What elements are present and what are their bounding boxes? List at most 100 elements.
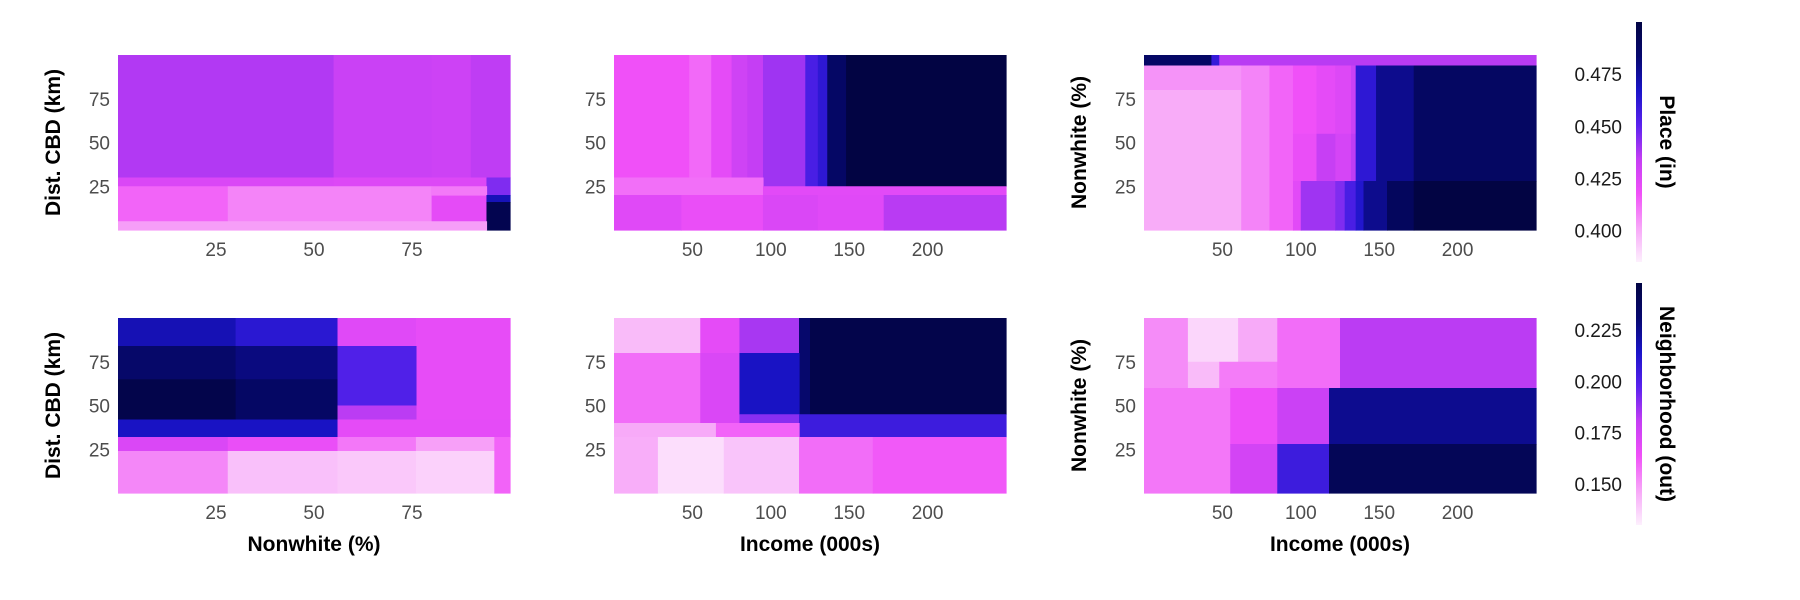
x-tick-label: 100 xyxy=(755,503,787,524)
heatmap-cell xyxy=(415,318,511,421)
x-tick-label: 75 xyxy=(401,240,422,261)
heatmap-cell xyxy=(1144,388,1231,494)
x-tick-label: 50 xyxy=(682,503,703,524)
heatmap-cell xyxy=(486,202,511,231)
heatmap-cell xyxy=(614,55,690,179)
heatmap-cell xyxy=(235,346,339,380)
heatmap-cell xyxy=(337,346,417,407)
heatmap-cell xyxy=(1187,361,1220,389)
heatmap-cell xyxy=(337,419,511,438)
heatmap-cell xyxy=(470,55,511,179)
heatmap-cell xyxy=(883,195,1007,231)
x-tick-label: 50 xyxy=(1212,503,1233,524)
heatmap-cell xyxy=(1376,65,1415,182)
heatmap-cell xyxy=(739,414,800,424)
heatmap-cell xyxy=(681,195,764,231)
x-tick-label: 50 xyxy=(303,503,324,524)
heatmap-cell xyxy=(1144,90,1242,231)
y-tick-label: 75 xyxy=(1115,90,1136,111)
legend-colorbar xyxy=(1636,22,1642,262)
y-tick-label: 25 xyxy=(1115,440,1136,461)
heatmap-panel-2: 50 100 150 200 25 50 75 xyxy=(585,55,1007,261)
legend-neighborhood: 0.150 0.175 0.200 0.225 Neighborhood (out) xyxy=(1574,283,1678,525)
heatmap-cell xyxy=(817,195,885,231)
y-tick-label: 25 xyxy=(585,177,606,198)
y-tick-label: 50 xyxy=(1115,134,1136,155)
heatmap-cell xyxy=(1363,181,1388,231)
y-tick-label: 50 xyxy=(585,397,606,418)
y-tick-label: 75 xyxy=(89,90,110,111)
y-tick-label: 50 xyxy=(585,134,606,155)
heatmap-cell xyxy=(431,186,488,196)
heatmap-cell xyxy=(486,177,511,196)
x-tick-label: 150 xyxy=(1363,240,1395,261)
heatmap-cell xyxy=(1413,65,1537,182)
x-axis-title: Nonwhite (%) xyxy=(248,533,381,556)
heatmap-cell xyxy=(1277,444,1330,494)
heatmap-cell xyxy=(337,437,417,452)
legend-place: 0.400 0.425 0.450 0.475 Place (in) xyxy=(1574,22,1678,262)
heatmap-cell xyxy=(799,437,874,494)
y-tick-label: 25 xyxy=(585,440,606,461)
heatmap-cell xyxy=(431,55,472,179)
heatmap-panel-4: 25 50 75 25 50 75 Dist. CBD (km) Nonwhite (%) xyxy=(42,318,511,556)
y-tick-label: 75 xyxy=(585,90,606,111)
heatmap-cell xyxy=(827,55,847,187)
legend-tick-label: 0.400 xyxy=(1574,222,1622,243)
heatmap-cell xyxy=(1144,318,1189,389)
heatmap-cell xyxy=(1292,65,1318,135)
heatmap-cell xyxy=(700,353,741,424)
heatmap-cell xyxy=(689,55,712,179)
legend-tick-label: 0.200 xyxy=(1574,372,1622,393)
legend-tick-label: 0.475 xyxy=(1574,65,1622,86)
heatmap-cell xyxy=(762,55,806,187)
heatmap-cell xyxy=(715,423,800,438)
x-tick-label: 100 xyxy=(755,240,787,261)
heatmap-cell xyxy=(1387,181,1415,231)
x-tick-label: 25 xyxy=(205,240,226,261)
y-axis-title: Nonwhite (%) xyxy=(1068,76,1091,209)
heatmap-cell xyxy=(337,318,417,347)
heatmap-cell xyxy=(415,437,495,452)
heatmap-cell xyxy=(805,55,819,187)
legend-title: Neighborhood (out) xyxy=(1655,306,1678,502)
heatmap-cell xyxy=(333,177,488,187)
x-tick-label: 50 xyxy=(1212,240,1233,261)
legend-tick-label: 0.425 xyxy=(1574,170,1622,191)
heatmap-cell xyxy=(1335,181,1346,231)
heatmap-cell xyxy=(799,414,1007,438)
heatmap-cell xyxy=(762,195,819,231)
heatmap-cell xyxy=(1316,133,1336,182)
x-tick-label: 200 xyxy=(1442,240,1474,261)
heatmap-cell xyxy=(1413,181,1537,231)
heatmap-cell xyxy=(657,437,725,494)
heatmap-cell xyxy=(1350,65,1357,135)
legend-tick-label: 0.150 xyxy=(1574,475,1622,496)
x-tick-label: 200 xyxy=(912,240,944,261)
heatmap-cell xyxy=(1144,65,1242,91)
heatmap-cell xyxy=(1277,388,1330,445)
y-tick-label: 25 xyxy=(89,440,110,461)
heatmap-cell xyxy=(1300,181,1336,231)
heatmap-panel-1: 25 50 75 25 50 75 Dist. CBD (km) xyxy=(42,55,511,261)
x-tick-label: 100 xyxy=(1285,240,1317,261)
heatmap-cell xyxy=(731,55,748,179)
heatmap-cell xyxy=(1292,181,1302,231)
heatmap-cell xyxy=(1187,318,1239,363)
heatmap-panel-6: 50 100 150 200 25 50 75 Nonwhite (%) Income (000… xyxy=(1068,318,1537,556)
y-tick-label: 50 xyxy=(1115,397,1136,418)
heatmap-cell xyxy=(1335,133,1352,182)
legend-tick-label: 0.225 xyxy=(1574,321,1622,342)
heatmap-cell xyxy=(700,318,741,354)
y-axis-title: Dist. CBD (km) xyxy=(42,69,65,216)
heatmap-cell xyxy=(762,186,1007,196)
heatmap-cell xyxy=(614,353,701,424)
heatmap-cell xyxy=(872,437,1007,494)
y-tick-label: 50 xyxy=(89,397,110,418)
heatmap-cell xyxy=(1355,65,1377,182)
heatmap-cell xyxy=(1144,55,1213,67)
x-tick-label: 25 xyxy=(205,503,226,524)
y-tick-label: 25 xyxy=(1115,177,1136,198)
heatmap-cell xyxy=(227,186,433,222)
heatmap-cell xyxy=(227,437,339,452)
